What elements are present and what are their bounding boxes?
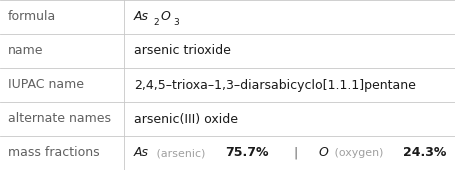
Text: 75.7%: 75.7% [225, 147, 268, 159]
Text: (oxygen): (oxygen) [330, 148, 386, 158]
Text: (arsenic): (arsenic) [153, 148, 209, 158]
Text: As: As [134, 11, 149, 23]
Text: O: O [318, 147, 327, 159]
Text: 2: 2 [153, 18, 159, 27]
Text: 2,4,5–trioxa–1,3–diarsabicyclo[1.1.1]pentane: 2,4,5–trioxa–1,3–diarsabicyclo[1.1.1]pen… [134, 79, 415, 91]
Text: arsenic(III) oxide: arsenic(III) oxide [134, 113, 238, 125]
Text: 3: 3 [173, 18, 179, 27]
Text: As: As [134, 147, 149, 159]
Text: mass fractions: mass fractions [8, 147, 99, 159]
Text: O: O [160, 11, 170, 23]
Text: alternate names: alternate names [8, 113, 111, 125]
Text: arsenic trioxide: arsenic trioxide [134, 45, 230, 57]
Text: 24.3%: 24.3% [402, 147, 445, 159]
Text: formula: formula [8, 11, 56, 23]
Text: |: | [281, 147, 309, 159]
Text: name: name [8, 45, 43, 57]
Text: IUPAC name: IUPAC name [8, 79, 84, 91]
